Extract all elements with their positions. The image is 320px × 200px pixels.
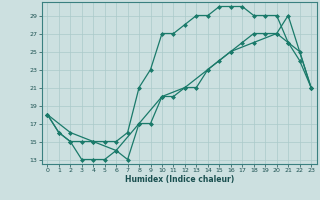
X-axis label: Humidex (Indice chaleur): Humidex (Indice chaleur) <box>124 175 234 184</box>
